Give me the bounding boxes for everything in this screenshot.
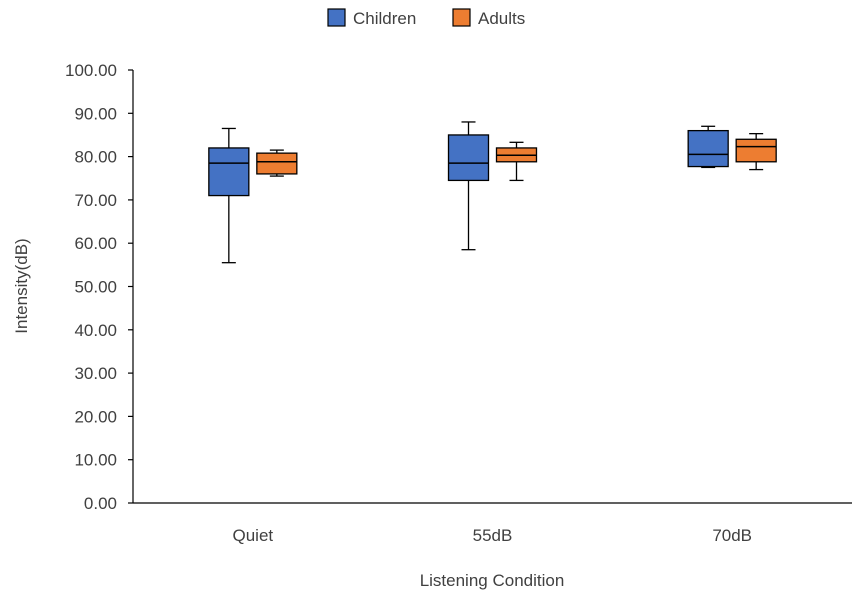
legend-item-adults: Adults — [452, 8, 525, 28]
y-axis-title: Intensity(dB) — [12, 238, 31, 333]
legend-label: Children — [353, 9, 416, 28]
box-children-55db — [447, 121, 490, 251]
y-tick-label: 60.00 — [74, 234, 117, 253]
box-adults-70db — [735, 133, 777, 171]
y-tick-label: 10.00 — [74, 451, 117, 470]
box-iqr — [735, 138, 777, 163]
y-tick-label: 90.00 — [74, 104, 117, 123]
box-children-70db — [687, 125, 729, 169]
box-children-quiet — [208, 127, 250, 264]
box-iqr — [447, 134, 490, 182]
box-plots — [208, 121, 777, 264]
y-tick-label: 70.00 — [74, 191, 117, 210]
legend-swatch — [327, 8, 346, 27]
legend-swatch — [452, 8, 471, 27]
x-tick-label: Quiet — [233, 526, 274, 545]
y-tick-label: 50.00 — [74, 278, 117, 297]
box-iqr — [687, 129, 729, 168]
y-tick-label: 80.00 — [74, 148, 117, 167]
axes — [132, 70, 852, 504]
box-iqr — [208, 147, 250, 197]
y-tick-label: 40.00 — [74, 321, 117, 340]
legend-label: Adults — [478, 9, 525, 28]
x-axis-title: Listening Condition — [420, 571, 565, 590]
x-axis-ticks: Quiet 55dB 70dB — [233, 526, 753, 545]
y-axis-ticks: 0.00 10.00 20.00 30.00 40.00 50.00 60.00 70.00 8… — [65, 61, 133, 513]
y-tick-label: 30.00 — [74, 364, 117, 383]
y-tick-label: 20.00 — [74, 407, 117, 426]
x-tick-label: 55dB — [473, 526, 513, 545]
legend-item-children: Children — [327, 8, 416, 28]
box-iqr — [256, 152, 298, 175]
y-tick-label: 100.00 — [65, 61, 117, 80]
box-adults-55db — [495, 141, 538, 182]
x-tick-label: 70dB — [712, 526, 752, 545]
box-adults-quiet — [256, 149, 298, 177]
legend: Children Adults — [327, 8, 525, 28]
y-tick-label: 0.00 — [84, 494, 117, 513]
